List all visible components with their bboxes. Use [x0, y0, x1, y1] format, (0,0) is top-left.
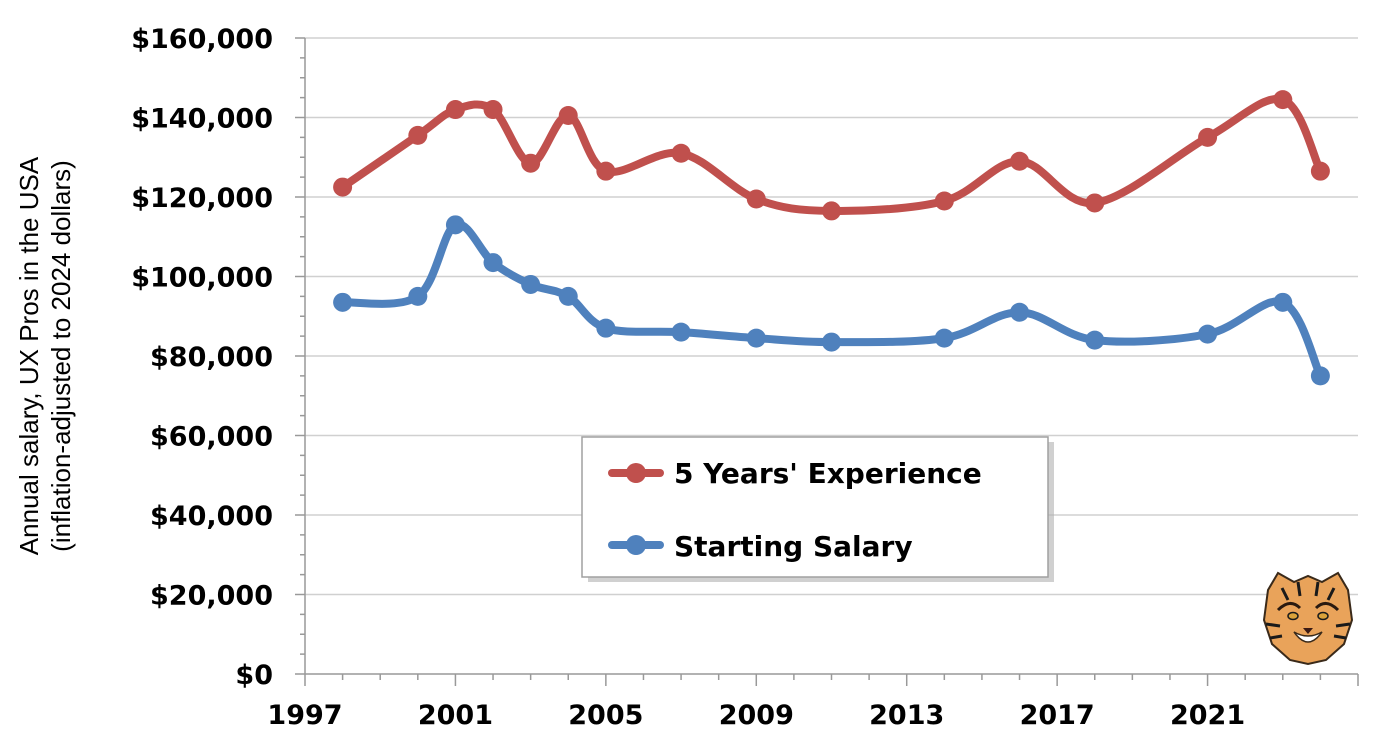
axes [295, 37, 1359, 686]
legend: 5 Years' Experience Starting Salary [581, 436, 1054, 582]
y-tick-label-3: $60,000 [150, 422, 273, 453]
data-point-0-3 [483, 100, 503, 120]
y-axis-label-line-0: Annual salary, UX Pros in the USA [14, 156, 44, 555]
data-point-0-7 [671, 143, 691, 163]
data-point-0-0 [333, 177, 353, 197]
data-point-0-6 [596, 161, 616, 181]
data-point-1-1 [408, 286, 428, 306]
data-point-1-2 [445, 215, 465, 235]
y-axis-label: Annual salary, UX Pros in the USA(inflat… [14, 156, 76, 555]
data-point-0-15 [1310, 161, 1330, 181]
legend-item-starting: Starting Salary [608, 530, 913, 563]
y-axis-label-line-1: (inflation-adjusted to 2024 dollars) [46, 160, 76, 552]
data-point-0-4 [521, 153, 541, 173]
legend-item-5-years: 5 Years' Experience [608, 457, 982, 490]
legend-marker-5-years [626, 463, 646, 483]
legend-marker-starting [626, 535, 646, 555]
data-point-0-12 [1085, 193, 1105, 213]
data-point-1-6 [596, 318, 616, 338]
tiger-head-icon [1262, 571, 1354, 666]
y-tick-label-7: $140,000 [131, 104, 273, 135]
data-point-1-15 [1310, 366, 1330, 386]
data-point-1-4 [521, 274, 541, 294]
x-tick-label-3: 2009 [719, 700, 794, 731]
x-tick-label-0: 1997 [267, 700, 342, 731]
series-line-1 [338, 220, 1325, 380]
data-point-1-3 [483, 253, 503, 273]
data-point-1-12 [1085, 330, 1105, 350]
data-point-0-1 [408, 125, 428, 145]
x-tick-label-1: 2001 [418, 700, 493, 731]
data-point-0-5 [558, 106, 578, 126]
data-point-1-5 [558, 286, 578, 306]
data-point-1-13 [1198, 324, 1218, 344]
data-point-0-2 [445, 100, 465, 120]
data-point-1-9 [822, 332, 841, 352]
legend-label-5-years: 5 Years' Experience [674, 457, 982, 490]
data-point-1-10 [934, 328, 954, 348]
x-tick-labels: 1997 2001 2005 2009 2013 2017 2021 [267, 700, 1245, 731]
data-point-0-8 [746, 189, 766, 209]
data-point-1-8 [746, 328, 766, 348]
data-point-1-0 [333, 292, 353, 312]
y-tick-label-1: $20,000 [150, 581, 273, 612]
gridlines [305, 37, 1358, 596]
data-point-0-11 [1010, 151, 1030, 171]
y-tick-label-2: $40,000 [150, 501, 273, 532]
data-point-0-13 [1198, 127, 1218, 147]
y-tick-label-8: $160,000 [131, 24, 273, 55]
data-point-0-14 [1273, 90, 1293, 110]
x-tick-label-4: 2013 [869, 700, 944, 731]
y-tick-label-4: $80,000 [150, 342, 273, 373]
y-tick-labels: $0 $20,000 $40,000 $60,000 $80,000 $100,000 $1… [131, 24, 273, 691]
data-point-1-11 [1010, 302, 1030, 322]
data-point-1-7 [671, 322, 691, 342]
x-tick-label-5: 2017 [1020, 700, 1095, 731]
y-tick-label-0: $0 [235, 660, 273, 691]
data-point-1-14 [1273, 292, 1293, 312]
y-tick-label-6: $120,000 [131, 183, 273, 214]
series-1 [333, 215, 1330, 386]
data-point-0-10 [934, 191, 954, 211]
x-tick-label-2: 2005 [568, 700, 643, 731]
series-0 [333, 90, 1330, 221]
x-tick-label-6: 2021 [1170, 700, 1245, 731]
y-tick-label-5: $100,000 [131, 263, 273, 294]
series-layer [333, 90, 1330, 386]
data-point-0-9 [822, 201, 841, 221]
legend-label-starting: Starting Salary [674, 530, 913, 563]
